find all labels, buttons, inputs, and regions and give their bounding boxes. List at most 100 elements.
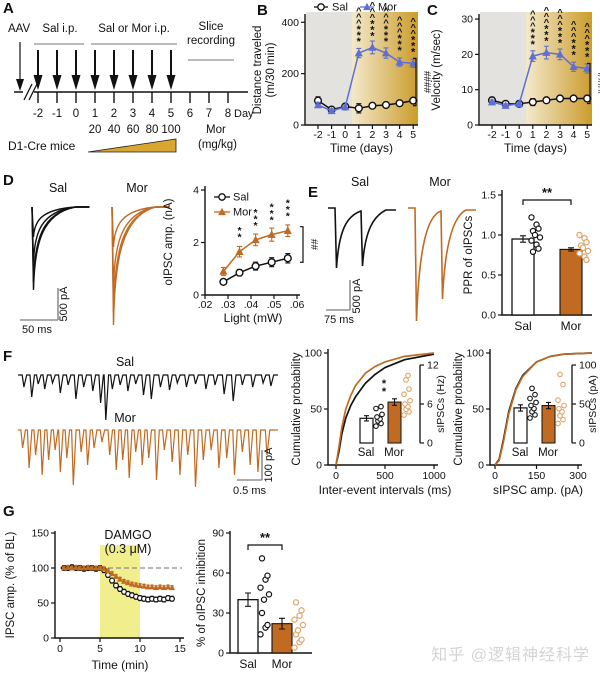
sig-star: * [558,31,563,43]
sig-star: * [531,33,536,45]
sig-star: * [237,232,242,244]
sig-caret: ^ [410,22,416,33]
dose-label: 20 [89,124,102,136]
timeline-day-tick: 3 [130,108,136,120]
x-tick-label: 10 [134,643,146,655]
data-point-triangle [144,583,152,590]
sig-star: * [382,378,387,390]
injection-arrow-head [52,75,62,90]
data-point-triangle [168,584,176,591]
sal-or-mor-ip-label: Sal or Mor i.p. [98,23,170,35]
sig-star: * [411,40,416,52]
scatter-dot [378,403,384,410]
mor-unit-label: (mg/kg) [198,139,237,151]
error-bar [520,235,526,243]
slice-recording-label: recording [187,35,235,47]
bg-morphine-period [526,12,592,125]
scatter-dot [560,416,566,423]
panel-label-b: B [257,2,268,19]
data-point-circle [368,101,377,110]
y-tick-label: 50 [472,404,484,416]
data-point-triangle [235,247,244,255]
scatter-dot [406,386,412,392]
bar-cat-label-sal: Sal [514,319,531,333]
y-tick-label: 50 [37,598,49,610]
sipsc-trace [18,374,278,421]
paired-pulse-trace [408,207,476,322]
sig-caret: ^ [530,9,536,20]
mor-trace-label: Mor [114,411,136,425]
timeline-day-tick: 1 [92,108,98,120]
sig-star: * [270,202,275,214]
sig-star: * [558,25,563,37]
sig-caret: ^ [584,28,590,39]
data-point-triangle [528,51,537,60]
sig-caret: ^ [557,7,563,18]
dose-label: 80 [146,124,159,136]
x-tick-label: 300 [569,470,587,482]
sig-star: * [286,198,291,210]
data-point-triangle [156,583,164,590]
scatter-dot [403,377,409,383]
y-tick-label: 0 [193,290,199,302]
series-line-mor [317,46,414,112]
scatter-dot [401,412,407,418]
x-tick-label: 1 [530,129,536,141]
sig-star: * [237,225,242,237]
injection-arrow-head [166,75,176,90]
panel-label-g: G [3,503,15,520]
legend-label-sal: Sal [332,2,348,14]
data-point-triangle [583,64,592,72]
aav-label: AAV [8,23,30,35]
scatter-dot [561,402,567,409]
scatter-dot [557,371,563,378]
data-point-triangle [569,62,578,71]
inset-y-axis-label: sIPSCs (Hz) [435,375,447,433]
sig-caret: ^ [530,15,536,26]
x-tick-label: 3 [557,129,563,141]
sig-star: * [357,30,362,42]
x-tick-label: 15 [174,643,186,655]
data-point-triangle [409,58,418,67]
scatter-dot [584,247,592,255]
inset-y-tick-label: 12 [427,360,439,372]
scale-label-amplitude: 500 pA [58,286,70,322]
sig-star: * [384,24,389,36]
series-line-mor [491,51,588,107]
sig-caret: ^ [383,12,389,23]
mor-trace-label: Mor [429,175,451,189]
panel-label-a: A [3,0,14,17]
injection-arrow-head [71,75,81,90]
scatter-dot [265,591,273,598]
cumulative-curve-sal [335,353,435,466]
legend-circle [218,193,226,201]
injection-arrow-head [90,75,100,90]
data-point-circle [267,258,276,267]
data-point-triangle [64,564,72,570]
y-tick-label: 0 [467,120,473,132]
mor-trace-label: Mor [126,181,148,195]
sig-caret: ^ [397,15,403,26]
scatter-dot [528,214,535,221]
data-point-triangle [501,101,510,109]
panel-label-d: D [3,172,14,189]
sig-star: * [397,33,402,45]
sig-star: * [544,24,549,36]
error-bar [568,247,574,252]
data-point-triangle [96,564,104,571]
data-point-triangle [267,230,276,238]
scatter-dot [296,612,303,619]
sig-star: * [531,39,536,51]
inset-cat-label-sal: Sal [358,447,375,459]
scatter-dot [298,607,305,614]
data-point-triangle [136,582,144,588]
sig-star: * [531,27,536,39]
sig-star: * [286,211,291,223]
error-bar [518,404,523,412]
scatter-dot [576,250,583,257]
scale-bar [326,280,351,311]
scatter-dot [529,248,537,256]
data-point-triangle [381,48,391,57]
